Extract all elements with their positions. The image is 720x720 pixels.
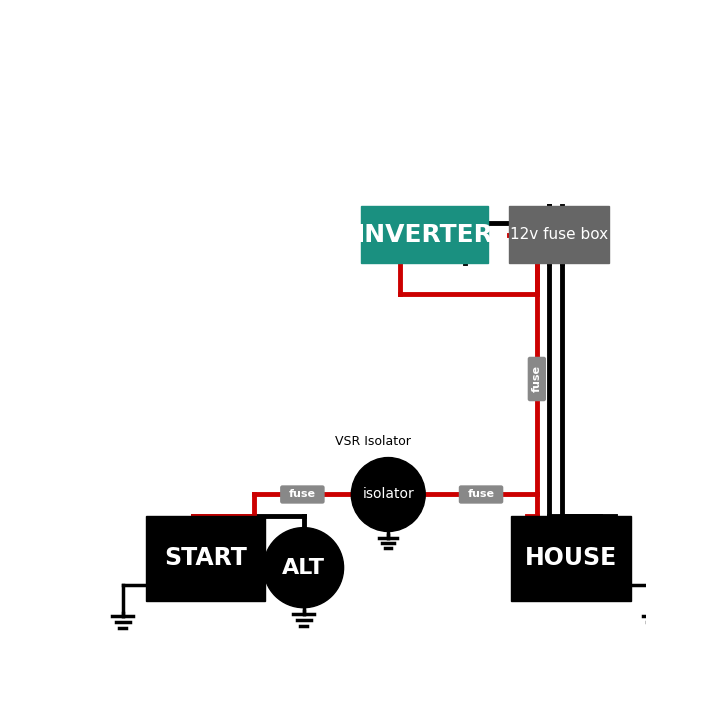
Text: 12v fuse box: 12v fuse box xyxy=(510,227,608,242)
Text: fuse: fuse xyxy=(532,366,542,392)
FancyBboxPatch shape xyxy=(145,516,265,600)
FancyBboxPatch shape xyxy=(511,516,631,600)
Text: HOUSE: HOUSE xyxy=(525,546,617,570)
FancyBboxPatch shape xyxy=(509,206,609,264)
Circle shape xyxy=(351,457,426,531)
Text: INVERTER: INVERTER xyxy=(356,222,494,247)
Text: fuse: fuse xyxy=(467,490,495,500)
FancyBboxPatch shape xyxy=(281,486,324,503)
Text: isolator: isolator xyxy=(362,487,414,502)
FancyBboxPatch shape xyxy=(361,206,488,264)
Text: fuse: fuse xyxy=(289,490,316,500)
Text: VSR Isolator: VSR Isolator xyxy=(335,436,411,449)
FancyBboxPatch shape xyxy=(528,357,545,400)
Circle shape xyxy=(264,528,343,608)
Text: ALT: ALT xyxy=(282,558,325,577)
Text: START: START xyxy=(164,546,247,570)
FancyBboxPatch shape xyxy=(459,486,503,503)
